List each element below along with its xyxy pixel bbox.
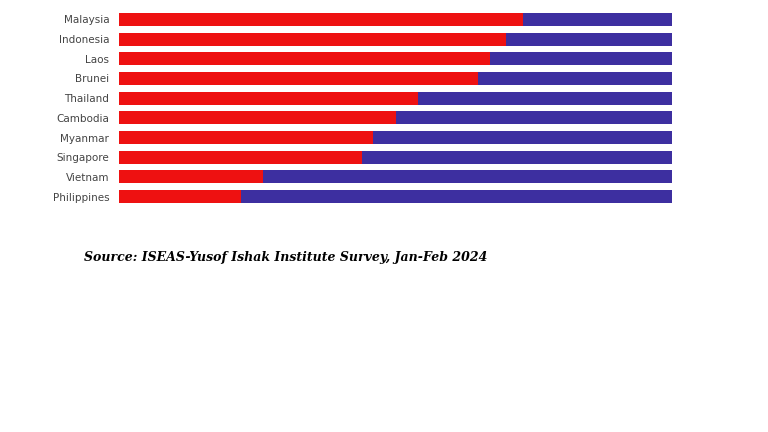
Bar bbox=[373, 131, 672, 144]
Text: Source: ISEAS-Yusof Ishak Institute Survey, Jan-Feb 2024: Source: ISEAS-Yusof Ishak Institute Surv… bbox=[84, 251, 488, 264]
Bar bbox=[523, 13, 672, 26]
Bar bbox=[119, 151, 362, 164]
Bar bbox=[263, 171, 672, 183]
Bar bbox=[119, 111, 396, 124]
Bar bbox=[119, 52, 489, 65]
Bar bbox=[119, 171, 263, 183]
Bar bbox=[119, 92, 418, 105]
Bar bbox=[478, 72, 672, 85]
Bar bbox=[362, 151, 672, 164]
Bar bbox=[396, 111, 672, 124]
Bar bbox=[489, 52, 672, 65]
Bar bbox=[119, 13, 523, 26]
Bar bbox=[119, 33, 506, 45]
Bar bbox=[119, 131, 373, 144]
Bar bbox=[119, 190, 240, 203]
Bar bbox=[418, 92, 672, 105]
Bar bbox=[506, 33, 672, 45]
Bar bbox=[119, 72, 478, 85]
Bar bbox=[240, 190, 672, 203]
